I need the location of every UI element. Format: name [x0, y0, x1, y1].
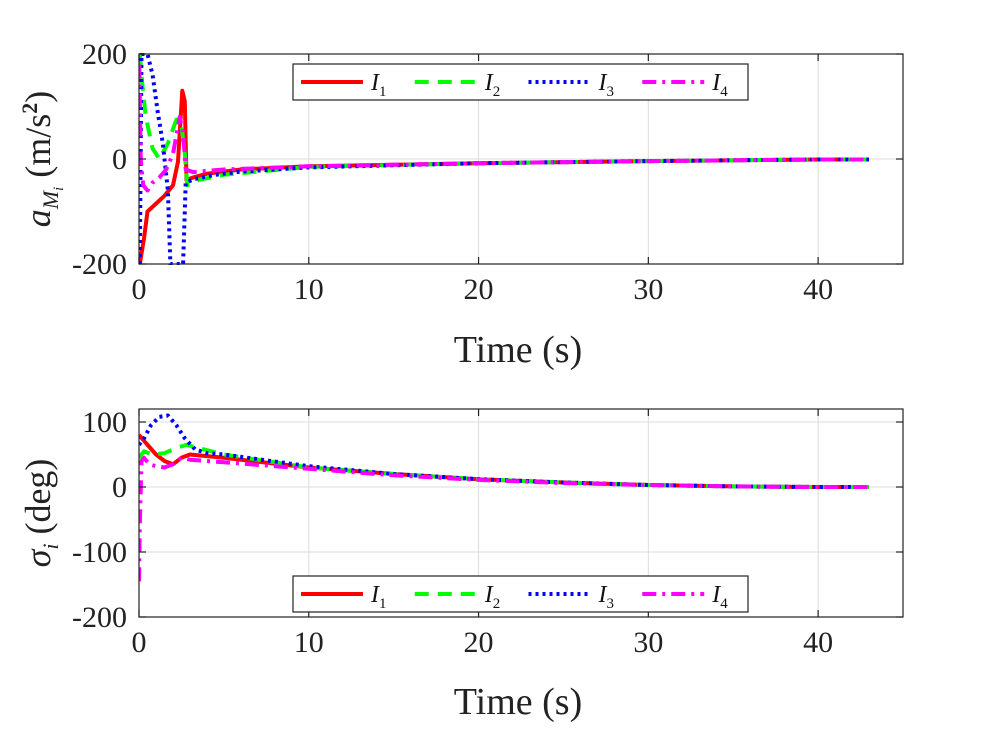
x-axis-label: Time (s) — [454, 329, 582, 371]
y-tick-label: 100 — [82, 406, 127, 439]
y-tick-label: 0 — [112, 471, 127, 504]
legend: I1 I2 I3 I4 — [292, 63, 749, 101]
y-tick-label: -200 — [72, 248, 127, 281]
x-tick-label: 0 — [132, 626, 147, 659]
x-tick-label: 40 — [803, 273, 833, 306]
legend-label-i3: I3 — [598, 70, 615, 100]
legend-label-i2: I2 — [484, 70, 501, 100]
series-group — [139, 53, 869, 265]
y-axis-label: σi (deg) — [18, 459, 63, 568]
legend: I1 I2 I3 I4 — [292, 575, 749, 613]
legend-label-i4: I4 — [711, 70, 728, 100]
series-group — [139, 413, 869, 582]
x-tick-label: 30 — [633, 626, 663, 659]
x-tick-label: 30 — [633, 273, 663, 306]
x-tick-label: 40 — [803, 626, 833, 659]
y-tick-label: -100 — [72, 536, 127, 569]
series-line-i2 — [139, 53, 869, 188]
legend-label-i3: I3 — [598, 582, 615, 612]
x-tick-label: 10 — [294, 626, 324, 659]
x-tick-label: 20 — [464, 626, 494, 659]
x-tick-label: 0 — [132, 273, 147, 306]
legend-label-i1: I1 — [370, 582, 387, 612]
legend-label-i2: I2 — [484, 582, 501, 612]
legend-label-i4: I4 — [711, 582, 728, 612]
y-tick-label: 0 — [112, 143, 127, 176]
legend-label-i1: I1 — [370, 70, 387, 100]
x-tick-label: 10 — [294, 273, 324, 306]
series-line-i4 — [139, 455, 869, 582]
x-tick-label: 20 — [464, 273, 494, 306]
axes-box — [138, 408, 904, 618]
series-line-i4 — [139, 64, 869, 193]
x-axis-label: Time (s) — [454, 681, 582, 723]
y-tick-label: 200 — [82, 38, 127, 71]
y-tick-label: -200 — [72, 601, 127, 634]
y-axis-label: aMi (m/s2) — [17, 91, 67, 228]
